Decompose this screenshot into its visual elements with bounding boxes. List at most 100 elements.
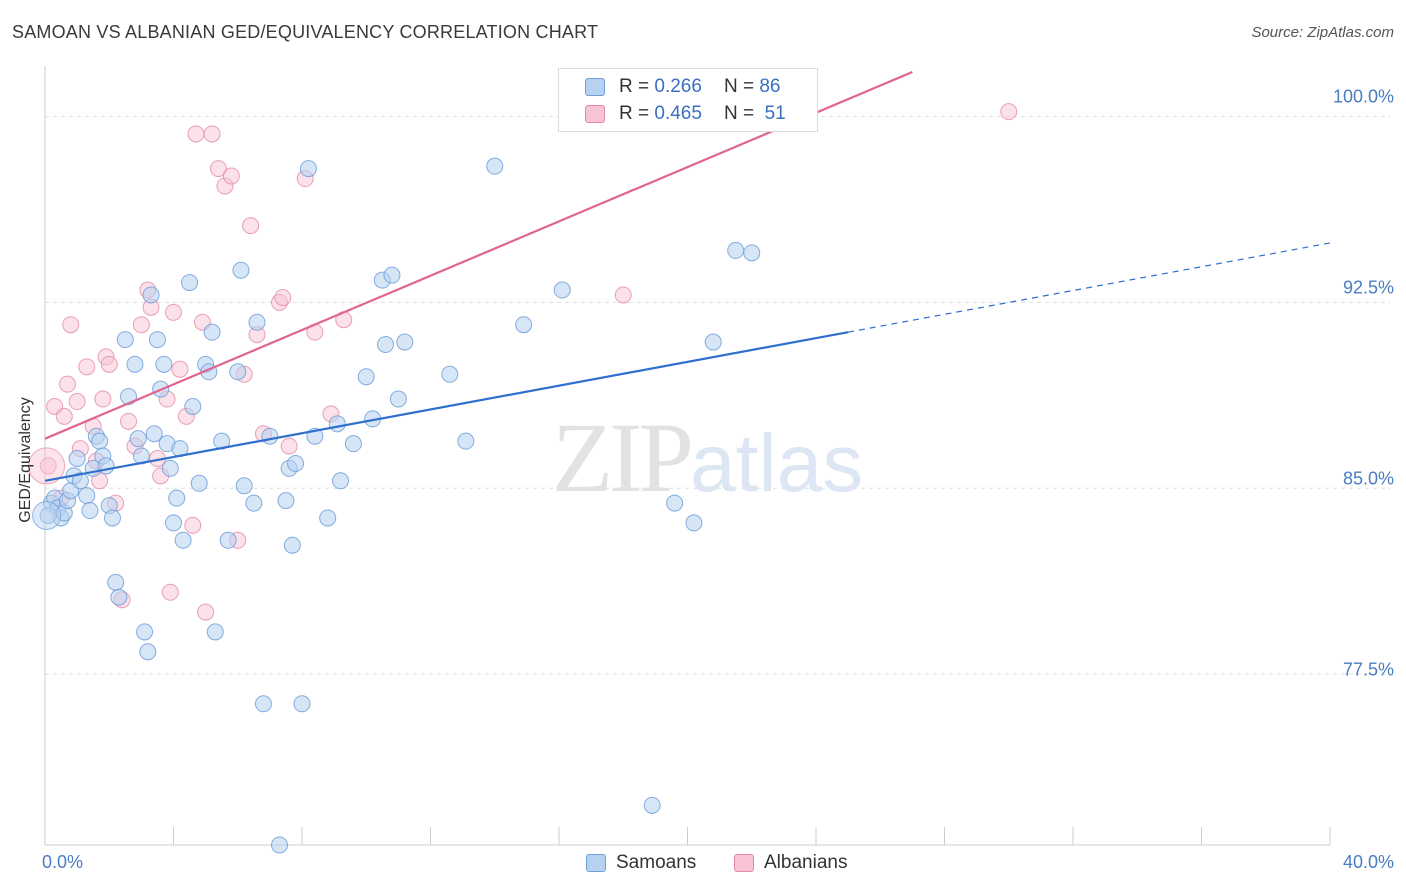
- samoan-point: [181, 274, 199, 292]
- albanian-point: [58, 375, 76, 393]
- samoan-point: [357, 368, 375, 386]
- albanian-swatch: [734, 854, 754, 872]
- albanian-point: [171, 360, 189, 378]
- albanian-point: [68, 393, 86, 411]
- samoan-point: [126, 355, 144, 373]
- samoan-point: [78, 487, 96, 505]
- legend-row-albanians: R = 0.465 N = 51: [585, 102, 786, 126]
- albanian-point: [242, 217, 260, 235]
- samoan-point: [389, 390, 407, 408]
- samoan-point: [248, 313, 266, 331]
- watermark: ZIPatlas: [552, 400, 863, 515]
- samoan-point: [229, 363, 247, 381]
- samoan-point: [235, 477, 253, 495]
- samoan-trend-extension: [848, 242, 1331, 333]
- samoan-point: [142, 286, 160, 304]
- samoan-point: [129, 430, 147, 448]
- samoan-point: [206, 623, 224, 641]
- albanian-trend-line: [44, 70, 913, 440]
- albanian-swatch: [585, 105, 605, 123]
- samoan-point: [245, 494, 263, 512]
- albanian-point: [197, 603, 215, 621]
- x-tick-label-max: 40.0%: [1342, 852, 1394, 872]
- samoan-point: [71, 472, 89, 490]
- y-tick-label: 77.5%: [1342, 659, 1394, 680]
- legend-r-label: R =: [619, 76, 650, 97]
- samoan-point: [165, 514, 182, 532]
- samoan-point: [139, 643, 157, 661]
- samoan-point: [293, 695, 311, 713]
- samoan-point: [727, 241, 745, 259]
- y-axis-label: GED/Equivalency: [17, 397, 34, 523]
- albanian-point: [94, 390, 112, 408]
- samoan-point: [271, 836, 289, 854]
- samoan-point: [232, 261, 250, 279]
- albanian-point: [161, 583, 179, 601]
- watermark-zip: ZIP: [552, 402, 694, 513]
- samoan-point: [261, 427, 279, 445]
- samoan-point: [103, 509, 121, 527]
- legend-n-label: N =: [723, 103, 755, 124]
- albanian-point: [222, 167, 240, 185]
- bottom-legend-label: Samoans: [616, 852, 697, 873]
- samoan-point: [68, 450, 86, 467]
- albanian-point: [55, 407, 73, 425]
- samoan-point: [332, 472, 350, 490]
- samoan-swatch: [586, 854, 606, 872]
- legend-r-value: 0.266: [654, 76, 702, 97]
- legend-row-samoans: R = 0.266 N = 86: [585, 75, 780, 99]
- samoan-point: [643, 796, 661, 814]
- samoan-point: [383, 266, 401, 284]
- bottom-legend-albanians: Albanians: [734, 852, 847, 874]
- samoan-trend-line: [44, 331, 849, 482]
- samoan-point-cluster: [32, 500, 62, 530]
- samoan-point: [190, 474, 208, 492]
- samoan-point: [344, 435, 362, 453]
- legend-n-value: 51: [764, 103, 786, 124]
- legend-r-value: 0.465: [654, 103, 702, 124]
- samoan-point: [148, 331, 166, 349]
- samoan-point: [685, 514, 703, 532]
- albanian-point: [1000, 103, 1018, 121]
- albanian-point: [280, 437, 298, 455]
- samoan-point: [161, 459, 179, 477]
- samoan-point: [666, 494, 684, 512]
- legend-r-label: R =: [619, 103, 650, 124]
- samoan-point: [553, 281, 571, 299]
- albanian-point: [39, 457, 57, 475]
- albanian-point: [209, 160, 227, 178]
- samoan-point: [254, 695, 272, 713]
- samoan-point: [91, 432, 109, 450]
- samoan-point: [743, 244, 761, 262]
- samoan-points: [32, 157, 761, 854]
- albanian-point: [165, 303, 182, 321]
- bottom-legend-label: Albanians: [764, 852, 848, 873]
- albanian-point: [274, 288, 292, 306]
- samoan-point: [219, 531, 237, 549]
- samoan-point: [107, 573, 125, 591]
- samoan-point: [277, 492, 295, 510]
- y-gridlines: [45, 116, 1390, 675]
- samoan-point: [299, 160, 317, 178]
- axes: [44, 66, 1331, 846]
- albanian-point: [132, 316, 150, 334]
- albanian-point: [120, 412, 138, 430]
- source-label: Source: ZipAtlas.com: [1251, 24, 1394, 41]
- samoan-point: [155, 355, 173, 373]
- samoan-point: [184, 397, 202, 415]
- albanian-point: [184, 516, 202, 534]
- y-tick-label: 100.0%: [1332, 86, 1394, 107]
- chart-title: SAMOAN VS ALBANIAN GED/EQUIVALENCY CORRE…: [12, 22, 599, 42]
- samoan-point: [515, 316, 533, 334]
- samoan-point: [486, 157, 504, 175]
- albanian-point: [78, 358, 96, 376]
- x-tick-label-min: 0.0%: [42, 852, 84, 872]
- samoan-point: [136, 623, 154, 641]
- samoan-point: [145, 425, 163, 443]
- correlation-legend: R = 0.266 N = 86 R = 0.465 N = 51: [558, 68, 818, 132]
- samoan-point: [377, 336, 395, 354]
- y-tick-label: 85.0%: [1342, 468, 1394, 489]
- legend-n-value: 86: [759, 76, 781, 97]
- albanian-point: [203, 125, 221, 143]
